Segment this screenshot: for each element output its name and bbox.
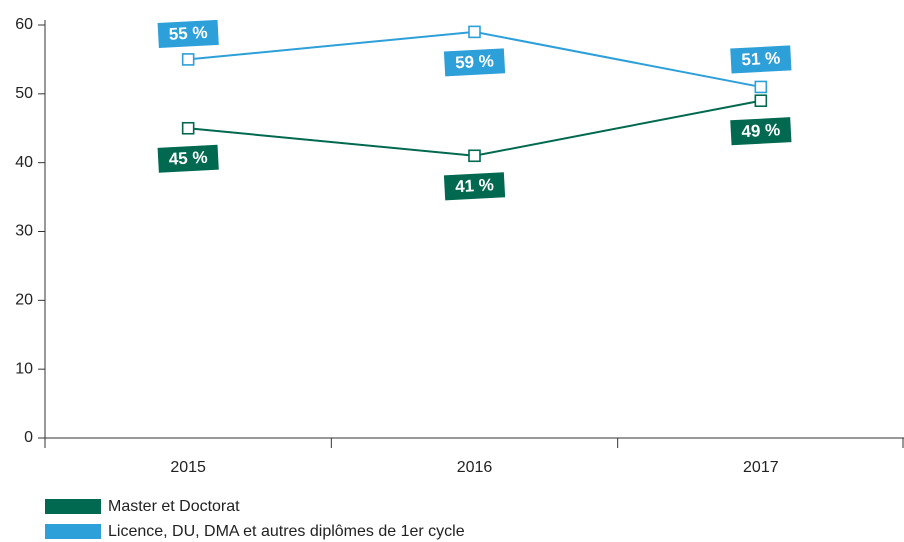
- legend-label: Licence, DU, DMA et autres diplômes de 1…: [108, 523, 465, 540]
- marker: [468, 149, 481, 163]
- data-label-text: 41 %: [455, 175, 495, 196]
- data-label-text: 59 %: [455, 51, 495, 72]
- marker: [754, 80, 768, 94]
- data-label-box: [157, 19, 219, 48]
- data-label: 51 %: [730, 45, 792, 74]
- data-label-box: [157, 144, 219, 173]
- data-label: 45 %: [157, 144, 219, 173]
- x-tick-label: 2016: [457, 459, 493, 476]
- data-label: 49 %: [730, 117, 792, 146]
- x-tick-label: 2015: [170, 459, 206, 476]
- y-tick-label: 40: [15, 154, 33, 171]
- y-tick-label: 10: [15, 360, 33, 377]
- data-label-box: [730, 117, 792, 146]
- y-tick-label: 20: [15, 292, 33, 309]
- data-label-text: 49 %: [741, 120, 781, 141]
- x-tick-label: 2017: [743, 459, 779, 476]
- data-label: 55 %: [157, 19, 219, 48]
- marker: [468, 25, 481, 39]
- y-tick-label: 60: [15, 16, 33, 33]
- legend-label: Master et Doctorat: [108, 498, 240, 515]
- data-label-text: 55 %: [168, 23, 208, 44]
- marker: [181, 53, 195, 66]
- data-label-text: 45 %: [168, 148, 208, 169]
- legend-swatch: [45, 499, 101, 514]
- y-tick-label: 50: [15, 85, 33, 102]
- data-label-box: [443, 172, 506, 201]
- legend-swatch: [45, 524, 101, 539]
- data-label-box: [730, 45, 792, 74]
- data-label-box: [443, 48, 506, 77]
- data-label: 41 %: [443, 172, 506, 201]
- y-tick-label: 30: [15, 223, 33, 240]
- data-label-text: 51 %: [741, 48, 781, 69]
- marker: [181, 121, 195, 135]
- data-label: 59 %: [443, 48, 506, 77]
- y-tick-label: 0: [24, 429, 33, 446]
- series-line: [188, 99, 762, 157]
- marker: [754, 94, 768, 108]
